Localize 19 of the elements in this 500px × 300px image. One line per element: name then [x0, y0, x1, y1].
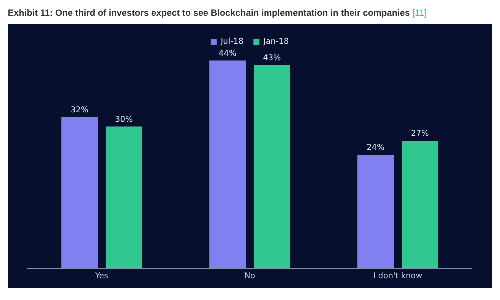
legend-label: Jul-18 [220, 37, 244, 46]
data-label: 43% [263, 54, 282, 63]
data-label: 32% [70, 105, 90, 114]
chart-title: Exhibit 11: One third of investors expect to see Blockchain implementation in their companies [8, 8, 410, 18]
x-tick-label: Yes [94, 271, 108, 280]
bar [106, 126, 142, 268]
bar [402, 140, 438, 268]
data-label: 24% [366, 143, 386, 152]
x-tick-label: No [244, 271, 256, 280]
x-tick-label: I don't know [374, 271, 423, 280]
bar [210, 60, 246, 268]
data-label: 27% [411, 129, 430, 138]
data-label: 30% [115, 114, 134, 124]
text: [11] [412, 8, 427, 18]
legend-label: Jan-18 [262, 37, 290, 46]
bar [254, 65, 290, 268]
bar [358, 155, 394, 268]
bar [62, 117, 98, 268]
data-label: 44% [218, 48, 238, 58]
